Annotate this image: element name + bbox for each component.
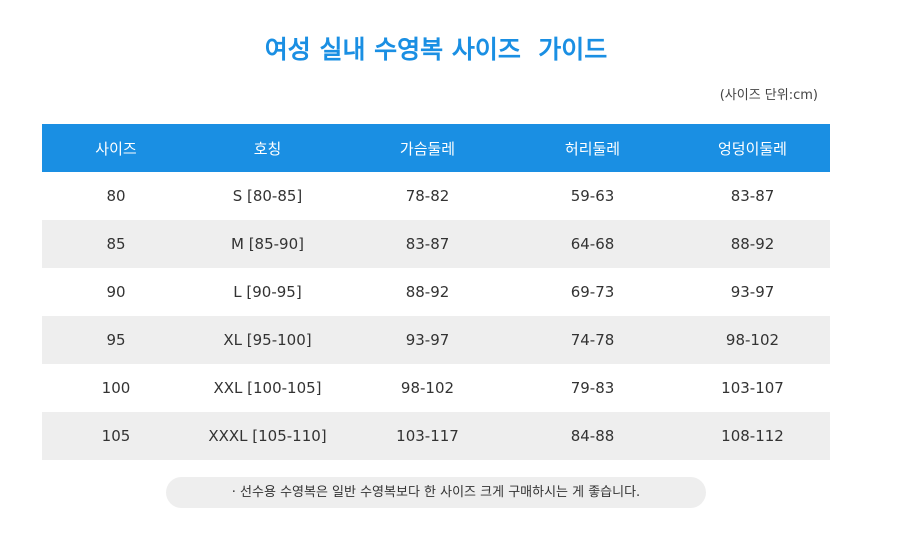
cell-label: L [90-95] — [233, 283, 302, 301]
cell-waist: 84-88 — [510, 412, 675, 460]
cell-label: S [80-85] — [232, 187, 303, 205]
table-row: 105 XXXL [105-110] 103-117 84-88 108-112 — [42, 412, 830, 460]
cell-hip: 93-97 — [730, 283, 775, 301]
cell-hip: 83-87 — [730, 187, 775, 205]
cell-bust: 103-117 — [345, 412, 510, 460]
cell-size: 95 — [42, 316, 190, 364]
cell-label: XXL [100-105] — [213, 379, 322, 397]
cell-label: XXXL [105-110] — [190, 412, 345, 460]
unit-note: (사이즈 단위:cm) — [719, 88, 818, 103]
header-hip: 엉덩이둘레 — [675, 124, 830, 172]
cell-hip: 88-92 — [675, 220, 830, 268]
header-size: 사이즈 — [42, 124, 190, 172]
cell-waist: 69-73 — [570, 283, 615, 301]
header-bust: 가슴둘레 — [345, 124, 510, 172]
table-body: 80 S [80-85] 78-82 59-63 83-87 85 M [85-… — [42, 172, 830, 460]
cell-size: 85 — [42, 220, 190, 268]
table-row: 95 XL [95-100] 93-97 74-78 98-102 — [42, 316, 830, 364]
cell-bust: 93-97 — [345, 316, 510, 364]
cell-hip: 108-112 — [675, 412, 830, 460]
cell-bust: 78-82 — [405, 187, 450, 205]
footnote-pill: · 선수용 수영복은 일반 수영복보다 한 사이즈 크게 구매하시는 게 좋습니… — [166, 477, 706, 508]
cell-waist: 74-78 — [510, 316, 675, 364]
table-row: 80 S [80-85] 78-82 59-63 83-87 — [42, 172, 830, 220]
cell-size: 80 — [106, 187, 126, 205]
page-title: 여성 실내 수영복 사이즈 가이드 — [264, 35, 608, 64]
cell-label: XL [95-100] — [190, 316, 345, 364]
header-label: 호칭 — [190, 124, 345, 172]
table-row: 100 XXL [100-105] 98-102 79-83 103-107 — [42, 364, 830, 412]
cell-bust: 98-102 — [400, 379, 455, 397]
size-table: 사이즈 호칭 가슴둘레 허리둘레 엉덩이둘레 80 S [80-85] 78-8… — [42, 124, 830, 460]
table-header: 사이즈 호칭 가슴둘레 허리둘레 엉덩이둘레 — [42, 124, 830, 172]
header-row: 사이즈 호칭 가슴둘레 허리둘레 엉덩이둘레 — [42, 124, 830, 172]
cell-label: M [85-90] — [190, 220, 345, 268]
table-row: 85 M [85-90] 83-87 64-68 88-92 — [42, 220, 830, 268]
cell-size: 90 — [106, 283, 126, 301]
cell-waist: 64-68 — [510, 220, 675, 268]
cell-hip: 98-102 — [675, 316, 830, 364]
cell-waist: 79-83 — [570, 379, 615, 397]
cell-waist: 59-63 — [570, 187, 615, 205]
table-row: 90 L [90-95] 88-92 69-73 93-97 — [42, 268, 830, 316]
cell-size: 105 — [42, 412, 190, 460]
cell-size: 100 — [101, 379, 131, 397]
cell-hip: 103-107 — [721, 379, 784, 397]
header-waist: 허리둘레 — [510, 124, 675, 172]
cell-bust: 83-87 — [345, 220, 510, 268]
cell-bust: 88-92 — [405, 283, 450, 301]
